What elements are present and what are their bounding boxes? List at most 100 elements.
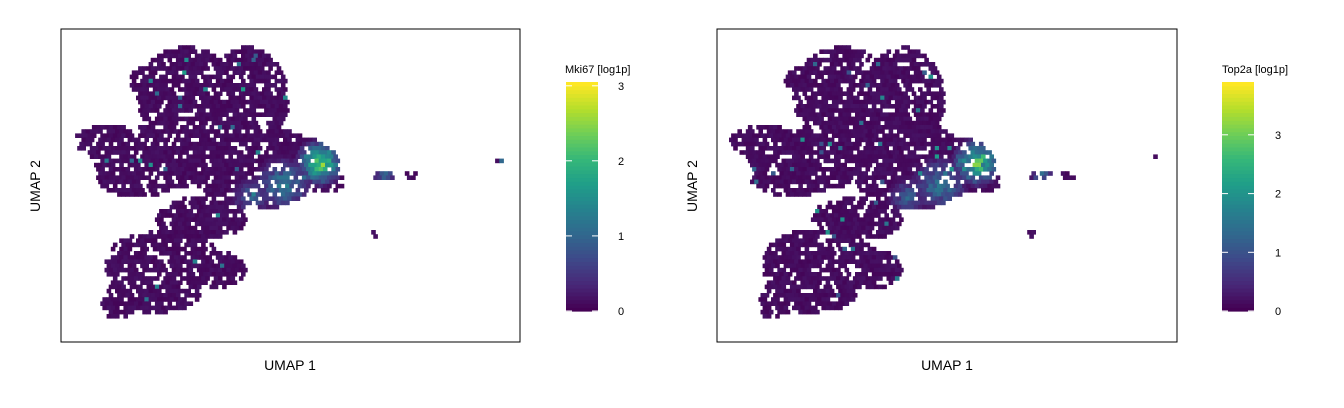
embedding-point <box>924 141 929 147</box>
colorbar-segment <box>566 288 598 293</box>
embedding-point <box>220 263 225 269</box>
embedding-point <box>157 162 162 168</box>
embedding-point <box>159 267 164 273</box>
embedding-point <box>184 301 189 306</box>
embedding-point <box>148 179 154 185</box>
embedding-point <box>836 217 841 222</box>
embedding-point <box>901 45 906 50</box>
embedding-point <box>800 272 805 277</box>
embedding-point <box>236 62 242 67</box>
embedding-point <box>926 162 931 168</box>
embedding-point <box>886 66 892 71</box>
embedding-point <box>840 91 845 96</box>
embedding-point <box>241 213 246 218</box>
embedding-point <box>911 125 917 130</box>
embedding-point <box>98 179 103 185</box>
embedding-point <box>949 175 955 180</box>
embedding-point <box>844 175 850 180</box>
embedding-point <box>871 246 877 252</box>
embedding-point <box>96 125 101 130</box>
embedding-point <box>863 179 868 185</box>
embedding-point <box>268 83 273 88</box>
embedding-point <box>230 133 236 138</box>
embedding-point <box>831 133 837 138</box>
embedding-point <box>844 276 850 281</box>
embedding-point <box>922 196 927 201</box>
embedding-point <box>125 267 131 273</box>
embedding-point <box>808 87 814 92</box>
embedding-point <box>136 272 141 277</box>
embedding-point <box>129 259 135 264</box>
embedding-point <box>918 112 923 117</box>
embedding-point <box>322 158 328 164</box>
embedding-point <box>768 301 774 306</box>
embedding-point <box>203 196 208 201</box>
embedding-point <box>771 255 776 260</box>
embedding-point <box>886 200 892 206</box>
colorbar-segment <box>566 177 598 182</box>
embedding-point <box>192 91 198 96</box>
embedding-point <box>886 141 892 147</box>
embedding-point <box>976 146 982 151</box>
embedding-point <box>762 255 768 260</box>
embedding-point <box>936 133 942 138</box>
embedding-point <box>331 158 336 164</box>
embedding-point <box>131 87 137 92</box>
embedding-point <box>125 301 131 306</box>
embedding-point <box>331 150 336 155</box>
embedding-point <box>203 204 208 210</box>
embedding-point <box>867 280 873 285</box>
embedding-point <box>188 251 194 256</box>
embedding-point <box>901 162 906 168</box>
embedding-point <box>932 200 938 206</box>
embedding-point <box>804 238 810 243</box>
embedding-point <box>861 125 866 130</box>
embedding-point <box>947 146 952 151</box>
embedding-point <box>989 188 994 193</box>
embedding-point <box>922 112 927 117</box>
embedding-point <box>823 108 829 113</box>
embedding-point <box>886 217 892 222</box>
embedding-point <box>230 267 236 273</box>
embedding-point <box>842 53 847 59</box>
embedding-point <box>922 129 927 134</box>
embedding-point <box>827 284 833 290</box>
embedding-point <box>121 175 126 180</box>
embedding-point <box>499 158 504 164</box>
embedding-point <box>175 284 181 290</box>
embedding-point <box>844 91 850 96</box>
embedding-point <box>729 137 734 143</box>
embedding-point <box>1048 171 1053 176</box>
embedding-point <box>859 246 864 252</box>
embedding-point <box>932 125 938 130</box>
embedding-point <box>932 150 938 155</box>
embedding-point <box>125 276 131 281</box>
embedding-point <box>739 150 745 155</box>
embedding-point <box>169 272 175 277</box>
embedding-point <box>936 91 942 96</box>
embedding-point <box>127 171 133 176</box>
embedding-point <box>844 284 850 290</box>
embedding-point <box>848 234 854 239</box>
embedding-point <box>901 137 906 143</box>
embedding-point <box>215 112 221 117</box>
embedding-point <box>737 129 742 134</box>
embedding-point <box>890 158 896 164</box>
embedding-point <box>140 246 145 252</box>
embedding-point <box>859 53 864 59</box>
colorbar-segment <box>1222 169 1254 175</box>
embedding-point <box>834 230 839 235</box>
embedding-point <box>745 146 751 151</box>
embedding-point <box>867 213 873 218</box>
embedding-point <box>861 108 866 113</box>
embedding-point <box>276 99 282 105</box>
embedding-point <box>802 133 808 138</box>
embedding-point <box>165 297 170 302</box>
embedding-point <box>238 57 244 63</box>
embedding-point <box>924 175 929 180</box>
embedding-point <box>320 146 326 151</box>
embedding-point <box>287 171 292 176</box>
embedding-point <box>882 66 887 71</box>
embedding-point <box>161 146 166 151</box>
embedding-point <box>852 158 858 164</box>
